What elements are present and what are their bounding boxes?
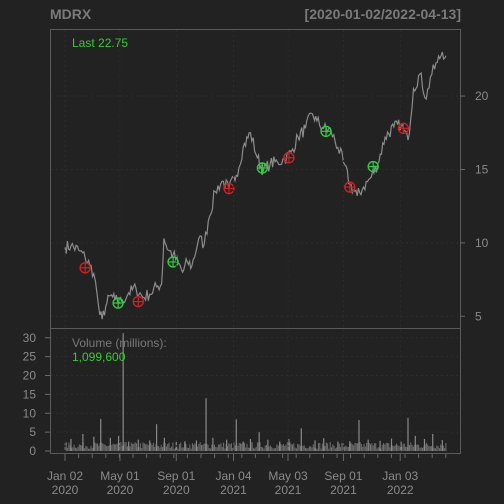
date-tick-label: Sep 01 — [324, 469, 362, 483]
date-tick-label: Sep 01 — [157, 469, 195, 483]
date-tick-label: Jan 04 — [216, 469, 252, 483]
sell-marker — [397, 122, 410, 135]
date-tick-year: 2021 — [220, 483, 247, 497]
volume-panel-frame — [50, 328, 461, 454]
price-gridlines — [51, 95, 460, 317]
buy-marker — [367, 160, 379, 173]
volume-tick-label: 30 — [23, 331, 37, 345]
date-tick-year: 2021 — [275, 483, 302, 497]
date-tick-year: 2022 — [387, 483, 414, 497]
date-range-title: [2020-01-02/2022-04-13] — [305, 6, 461, 22]
trade-markers — [79, 122, 410, 309]
date-tick-label: Jan 02 — [47, 469, 83, 483]
date-tick-year: 2020 — [163, 483, 190, 497]
volume-tick-label: 10 — [23, 406, 37, 420]
sell-marker — [344, 181, 356, 193]
volume-axis-ticks: 0 5 10 15 20 25 30 — [23, 331, 50, 458]
sell-marker — [132, 295, 144, 308]
volume-label: Volume (millions): — [72, 336, 167, 350]
volume-tick-label: 25 — [23, 350, 37, 364]
volume-tick-label: 5 — [29, 425, 36, 439]
volume-last-value: 1,099,600 — [72, 350, 126, 364]
sell-marker — [223, 182, 235, 195]
date-tick-label: Jan 03 — [382, 469, 418, 483]
buy-marker — [256, 162, 269, 174]
price-tick-label: 10 — [475, 236, 489, 250]
volume-tick-label: 0 — [29, 444, 36, 458]
volume-tick-label: 20 — [23, 369, 37, 383]
date-tick-label: May 01 — [100, 469, 140, 483]
symbol-title: MDRX — [50, 6, 92, 22]
buy-marker — [112, 297, 124, 309]
price-axis-ticks: 5 10 15 20 — [460, 89, 489, 323]
date-tick-year: 2020 — [52, 483, 79, 497]
price-tick-label: 20 — [475, 89, 489, 103]
sell-marker — [283, 152, 295, 164]
price-tick-label: 15 — [475, 162, 489, 176]
date-tick-year: 2020 — [107, 483, 134, 497]
last-price-label: Last 22.75 — [72, 36, 128, 50]
sell-marker — [79, 262, 91, 274]
price-tick-label: 5 — [475, 309, 482, 323]
volume-bars — [64, 333, 447, 451]
price-series-line — [64, 51, 447, 320]
volume-tick-label: 15 — [23, 387, 37, 401]
date-tick-year: 2021 — [330, 483, 357, 497]
buy-marker — [320, 125, 332, 137]
date-tick-label: May 03 — [268, 469, 308, 483]
